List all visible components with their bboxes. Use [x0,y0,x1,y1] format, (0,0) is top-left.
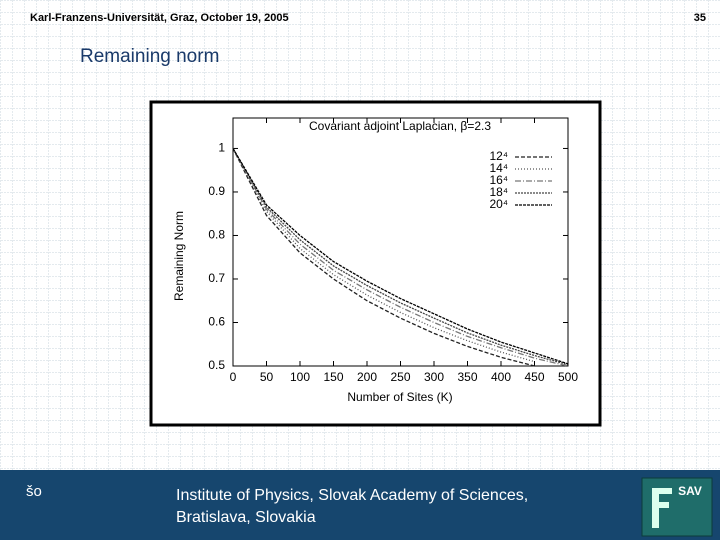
x-tick-label: 100 [290,370,310,384]
plot: 0.5 0.6 0.7 0.8 0.9 1 0 50 100 150 200 250 300 350 400… [208,118,578,384]
legend-label: 18⁴ [489,185,508,199]
x-tick-label: 400 [491,370,511,384]
x-tick-label: 500 [558,370,578,384]
footer-line: Bratislava, Slovakia [176,509,316,526]
y-tick-label: 0.7 [208,271,225,285]
y-tick-label: 0.5 [208,358,225,372]
chart-frame [149,100,602,427]
y-tick-label: 0.9 [208,184,225,198]
logo-shape [652,488,672,528]
footer-left: šo [26,483,42,500]
x-tick-label: 250 [390,370,410,384]
legend-label: 16⁴ [489,173,508,187]
logo-text: SAV [678,484,702,498]
x-tick-label: 350 [457,370,477,384]
x-tick-label: 450 [524,370,544,384]
series-line [232,148,569,367]
y-tick-label: 1 [218,141,225,155]
y-axis-label: Remaining Norm [172,211,186,301]
y-tick-label: 0.6 [208,315,225,329]
footer-bar [0,470,720,540]
x-tick-label: 200 [357,370,377,384]
series-line [232,148,535,363]
x-tick-label: 0 [230,370,237,384]
legend-label: 14⁴ [489,161,508,175]
x-axis-label: Number of Sites (K) [347,390,452,404]
footer-line: Institute of Physics, Slovak Academy of … [176,487,528,504]
slide-title: Remaining norm [80,46,219,67]
page-number: 35 [694,12,706,24]
legend-label: 20⁴ [489,197,508,211]
y-tick-label: 0.8 [208,228,225,242]
legend-label: 12⁴ [489,149,508,163]
x-tick-label: 300 [424,370,444,384]
header-event: Karl-Franzens-Universität, Graz, October… [30,12,289,24]
x-tick-label: 150 [323,370,343,384]
series-line [232,148,569,365]
chart-title: Covariant adjoint Laplacian, β=2.3 [309,119,491,133]
x-tick-label: 50 [260,370,274,384]
series-line [232,148,569,366]
